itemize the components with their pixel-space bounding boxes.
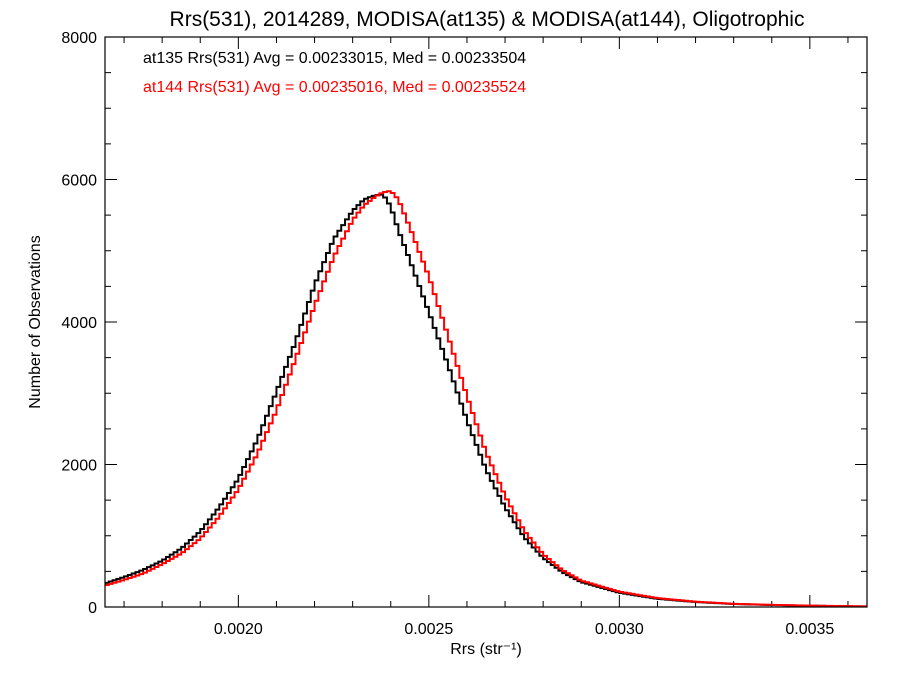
x-tick-label: 0.0020	[214, 621, 263, 638]
y-tick-label: 4000	[61, 315, 97, 332]
legend-entry-at144: at144 Rrs(531) Avg = 0.00235016, Med = 0…	[143, 79, 526, 96]
tick-labels: 0.0020 0.0025 0.0030 0.0035 0 2000 4000 6000 800…	[61, 30, 834, 638]
x-tick-label: 0.0025	[404, 621, 453, 638]
x-axis-label: Rrs (str⁻¹)	[450, 641, 522, 658]
legend-entry-at135: at135 Rrs(531) Avg = 0.00233015, Med = 0…	[143, 50, 526, 67]
series-line-at144	[105, 190, 867, 608]
plot-frame	[104, 36, 868, 608]
y-tick-label: 6000	[61, 173, 97, 190]
y-tick-label: 2000	[61, 458, 97, 475]
chart-title: Rrs(531), 2014289, MODISA(at135) & MODIS…	[170, 8, 805, 31]
plot-series	[105, 190, 867, 608]
y-tick-label: 0	[88, 600, 97, 617]
x-tick-label: 0.0030	[595, 621, 644, 638]
y-axis-label: Number of Observations	[27, 235, 44, 408]
x-tick-label: 0.0035	[785, 621, 834, 638]
y-tick-label: 8000	[61, 30, 97, 47]
axis-ticks	[105, 36, 867, 608]
